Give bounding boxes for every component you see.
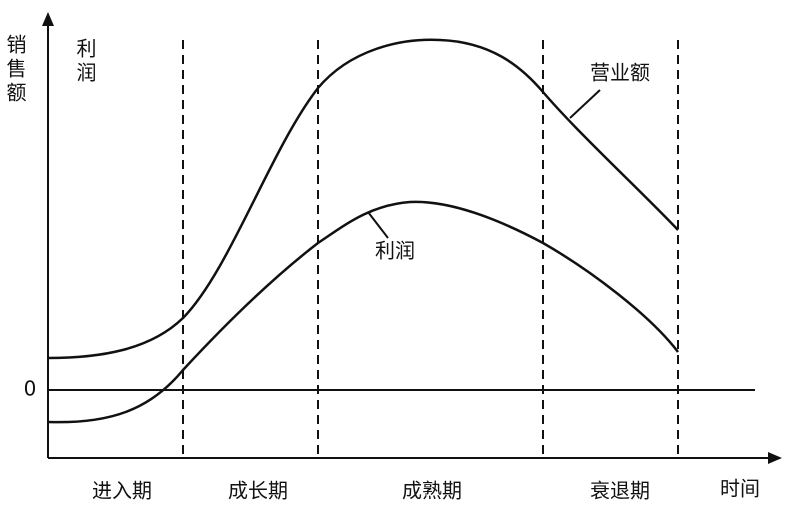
profit-label: 利润: [375, 239, 415, 263]
leader-line: [569, 89, 601, 119]
profit-curve: [47, 200, 679, 424]
leader-line: [367, 211, 389, 239]
stage-label: 进入期: [92, 479, 152, 503]
profit-axis-label: 利润: [73, 38, 97, 86]
y-axis-label: 销售额: [3, 34, 27, 106]
stage-label: 成熟期: [402, 479, 462, 503]
y-arrow: [42, 12, 54, 26]
sales-curve: [47, 38, 679, 360]
zero-label: 0: [24, 377, 37, 401]
stage-dividers: [182, 40, 679, 458]
stage-label: 衰退期: [590, 479, 650, 503]
stage-label: 成长期: [228, 479, 288, 503]
sales-label: 营业额: [590, 61, 650, 85]
x-arrow: [768, 452, 782, 464]
x-axis-label: 时间: [720, 477, 760, 501]
